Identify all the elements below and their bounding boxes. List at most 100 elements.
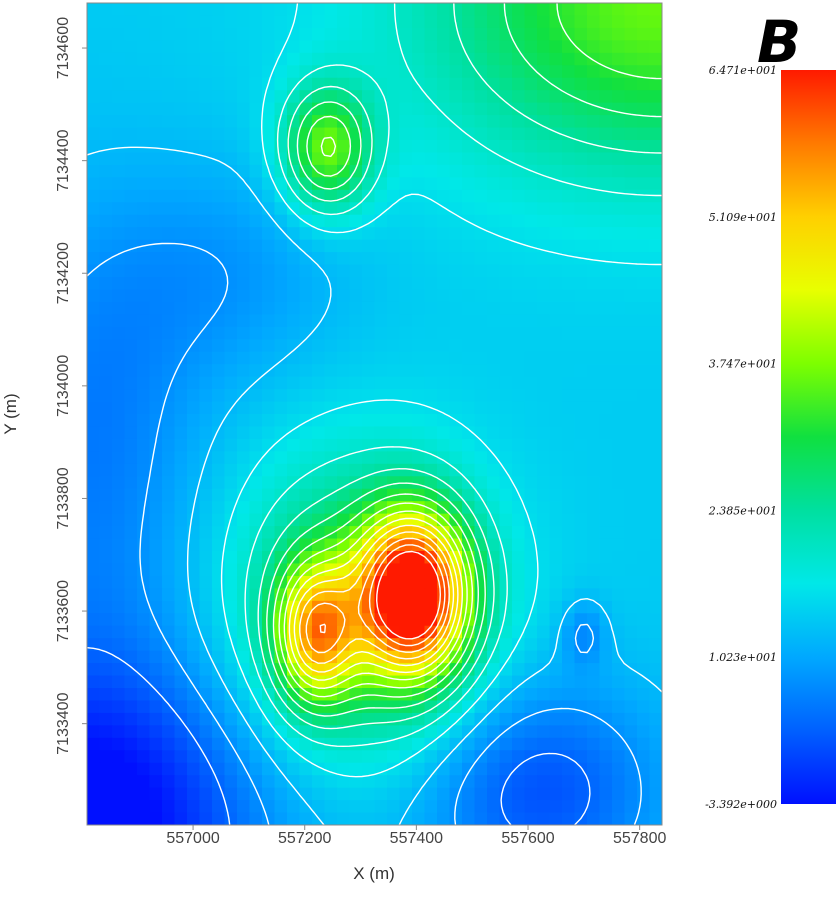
heatmap-cell [474, 164, 488, 178]
heatmap-cell [474, 501, 488, 515]
heatmap-cell [187, 339, 201, 353]
heatmap-cell [299, 264, 313, 278]
heatmap-cell [412, 588, 426, 602]
heatmap-cell [449, 152, 463, 166]
heatmap-cell [124, 800, 138, 814]
heatmap-cell [287, 214, 301, 228]
heatmap-cell [312, 376, 326, 390]
heatmap-cell [462, 737, 476, 751]
heatmap-cell [374, 40, 388, 54]
heatmap-cell [149, 588, 163, 602]
heatmap-cell [599, 451, 613, 465]
heatmap-cell [212, 127, 226, 141]
heatmap-cell [387, 227, 401, 241]
heatmap-cell [599, 426, 613, 440]
heatmap-cell [99, 364, 113, 378]
heatmap-cell [312, 264, 326, 278]
heatmap-cell [487, 127, 501, 141]
heatmap-cell [487, 189, 501, 203]
heatmap-cell [324, 426, 338, 440]
heatmap-cell [562, 202, 576, 216]
heatmap-cell [574, 339, 588, 353]
heatmap-cell [562, 675, 576, 689]
heatmap-cell [287, 750, 301, 764]
heatmap-cell [162, 227, 176, 241]
heatmap-cell [499, 314, 513, 328]
heatmap-cell [537, 613, 551, 627]
heatmap-cell [324, 463, 338, 477]
heatmap-cell [337, 301, 351, 315]
heatmap-cell [349, 27, 363, 41]
heatmap-cell [424, 613, 438, 627]
heatmap-cell [612, 90, 626, 104]
heatmap-cell [287, 414, 301, 428]
heatmap-cell [549, 575, 563, 589]
heatmap-cell [362, 750, 376, 764]
heatmap-cell [374, 115, 388, 129]
heatmap-cell [412, 563, 426, 577]
heatmap-cell [237, 40, 251, 54]
x-axis-title: X (m) [353, 864, 395, 883]
heatmap-cell [412, 775, 426, 789]
heatmap-cell [412, 239, 426, 253]
heatmap-cell [162, 588, 176, 602]
heatmap-cell [312, 90, 326, 104]
heatmap-cell [649, 339, 662, 353]
heatmap-cell [362, 389, 376, 403]
heatmap-cell [512, 115, 526, 129]
heatmap-cell [337, 414, 351, 428]
heatmap-cell [349, 563, 363, 577]
heatmap-cell [299, 501, 313, 515]
heatmap-cell [362, 625, 376, 639]
heatmap-cell [112, 762, 126, 776]
heatmap-cell [624, 326, 638, 340]
heatmap-cell [487, 364, 501, 378]
heatmap-cell [112, 575, 126, 589]
heatmap-cell [449, 40, 463, 54]
heatmap-cell [274, 127, 288, 141]
heatmap-cell [312, 700, 326, 714]
heatmap-cell [549, 775, 563, 789]
heatmap-cell [574, 164, 588, 178]
heatmap-cell [399, 15, 413, 29]
heatmap-cell [212, 27, 226, 41]
heatmap-cell [549, 451, 563, 465]
heatmap-cell [137, 575, 151, 589]
heatmap-cell [199, 712, 213, 726]
heatmap-cell [324, 102, 338, 116]
heatmap-cell [574, 376, 588, 390]
heatmap-cell [512, 526, 526, 540]
heatmap-cell [199, 227, 213, 241]
heatmap-cell [487, 712, 501, 726]
heatmap-cell [324, 77, 338, 91]
heatmap-cell [212, 77, 226, 91]
heatmap-cell [362, 725, 376, 739]
heatmap-cell [274, 40, 288, 54]
heatmap-cell [124, 3, 138, 17]
heatmap-cell [337, 638, 351, 652]
heatmap-cell [187, 277, 201, 291]
heatmap-cell [649, 414, 662, 428]
heatmap-cell [249, 52, 263, 66]
heatmap-cell [649, 127, 662, 141]
heatmap-cell [599, 177, 613, 191]
heatmap-cell [574, 538, 588, 552]
heatmap-cell [337, 438, 351, 452]
heatmap-cell [587, 314, 601, 328]
heatmap-cell [112, 700, 126, 714]
heatmap-cell [637, 90, 651, 104]
heatmap-cell [124, 775, 138, 789]
heatmap-cell [537, 600, 551, 614]
heatmap-cell [174, 476, 188, 490]
heatmap-cell [487, 762, 501, 776]
heatmap-cell [174, 737, 188, 751]
heatmap-cell [312, 239, 326, 253]
heatmap-cell [549, 289, 563, 303]
heatmap-cell [524, 214, 538, 228]
heatmap-cell [387, 3, 401, 17]
heatmap-cell [287, 252, 301, 266]
heatmap-cell [599, 600, 613, 614]
colorbar-labels: 6.471e+0015.109e+0013.747e+0012.385e+001… [705, 64, 777, 811]
heatmap-cell [187, 214, 201, 228]
heatmap-cell [499, 90, 513, 104]
